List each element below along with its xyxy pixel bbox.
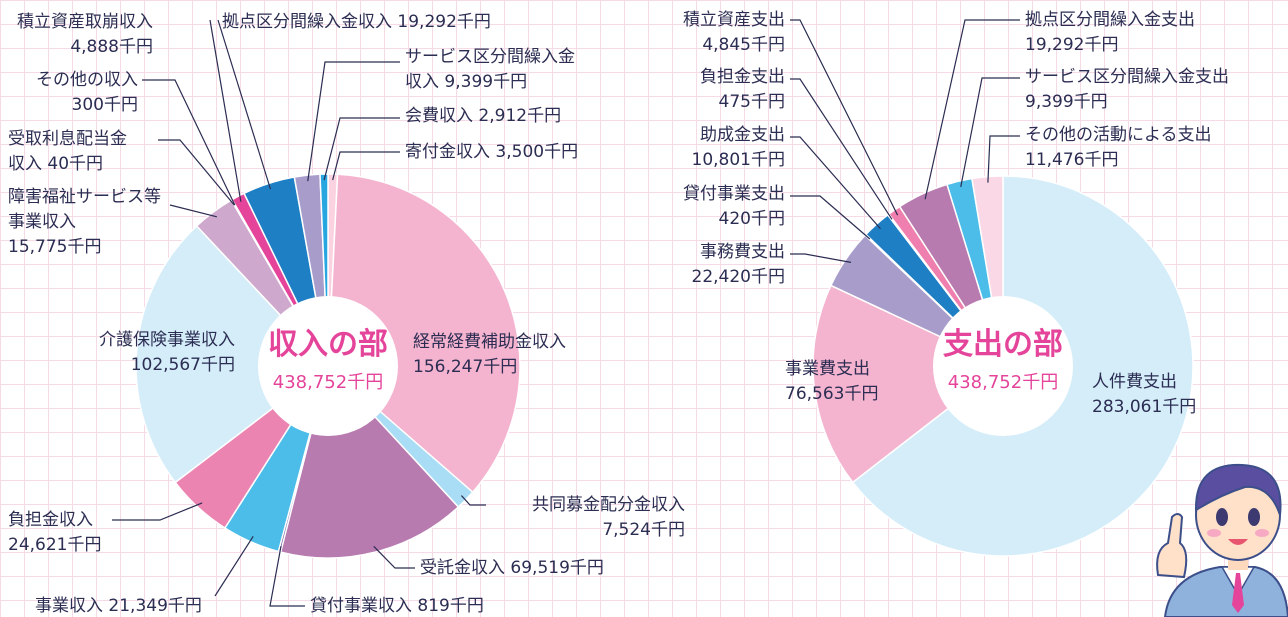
value-label: 283,061千円 <box>1092 395 1196 420</box>
slice-label: 助成金支出 10,801千円 <box>660 123 785 173</box>
center-title: 支出の部 <box>943 327 1063 362</box>
value-label: 156,247千円 <box>413 355 517 380</box>
donut-hole <box>933 296 1073 436</box>
slice-label: 拠点区分間繰入金収入 19,292千円 <box>222 10 582 35</box>
slice-label: 障害福祉サービス等事業収入 15,775千円 <box>8 185 168 260</box>
leader-line <box>790 137 880 229</box>
leader-line <box>170 205 217 217</box>
value-label: 40千円 <box>47 152 103 177</box>
leader-line <box>925 20 1020 199</box>
slice-label: 受託金収入 69,519千円 <box>420 556 680 581</box>
value-label: 22,420千円 <box>692 265 785 290</box>
category-name: 介護保険事業収入 <box>99 330 235 350</box>
value-label: 7,524千円 <box>602 518 685 543</box>
category-name: 拠点区分間繰入金支出 <box>1025 10 1195 30</box>
center-value: 438,752千円 <box>273 372 383 393</box>
value-label: 15,775千円 <box>8 235 101 260</box>
value-label: 819千円 <box>417 594 483 617</box>
value-label: 21,349千円 <box>108 594 201 617</box>
slice-label: 経常経費補助金収入 156,247千円 <box>413 330 623 380</box>
category-name: 積立資産取崩収入 <box>17 12 153 32</box>
category-name: 経常経費補助金収入 <box>413 332 566 352</box>
value-label: 102,567千円 <box>131 353 235 378</box>
leader-line <box>218 20 270 189</box>
category-name: 受託金収入 <box>420 558 505 578</box>
category-name: 共同募金配分金収入 <box>532 495 685 515</box>
category-name: 貸付事業収入 <box>310 596 412 616</box>
center-value: 438,752千円 <box>948 372 1058 393</box>
value-label: 420千円 <box>719 207 785 232</box>
slice-label: サービス区分間繰入金収入 9,399千円 <box>405 45 585 95</box>
value-label: 300千円 <box>72 93 138 118</box>
slice-label: 貸付事業支出 420千円 <box>660 182 785 232</box>
category-name: 事業収入 <box>35 596 103 616</box>
slice-label: 事業収入 21,349千円 <box>35 594 275 617</box>
value-label: 475千円 <box>719 90 785 115</box>
category-name: 会費収入 <box>405 106 473 126</box>
category-name: サービス区分間繰入金支出 <box>1025 67 1229 87</box>
value-label: 9,399千円 <box>444 70 527 95</box>
slice-label: 介護保険事業収入 102,567千円 <box>60 328 235 378</box>
value-label: 11,476千円 <box>1025 148 1118 173</box>
category-name: 貸付事業支出 <box>683 184 785 204</box>
category-name: 負担金支出 <box>700 67 785 87</box>
value-label: 9,399千円 <box>1025 90 1108 115</box>
leader-line <box>158 140 234 205</box>
value-label: 76,563千円 <box>785 382 878 407</box>
leader-line <box>215 536 253 596</box>
slice-label: その他の活動による支出 11,476千円 <box>1025 123 1285 173</box>
leader-line <box>790 79 892 219</box>
value-label: 4,888千円 <box>70 35 153 60</box>
value-label: 69,519千円 <box>510 556 603 581</box>
slice-label: その他の収入 300千円 <box>8 68 138 118</box>
leader-line <box>790 254 851 262</box>
category-name: 事業費支出 <box>785 359 870 379</box>
category-name: 積立資産支出 <box>683 10 785 30</box>
value-label: 2,912千円 <box>478 104 561 129</box>
value-label: 19,292千円 <box>397 10 490 35</box>
slice-label: 積立資産取崩収入 4,888千円 <box>8 10 153 60</box>
leader-line <box>790 20 898 215</box>
category-name: 事務費支出 <box>700 242 785 262</box>
slice-label: 共同募金配分金収入 7,524千円 <box>490 493 685 543</box>
slice-label: 受取利息配当金収入 40千円 <box>8 127 133 177</box>
category-name: その他の活動による支出 <box>1025 125 1212 145</box>
leader-line <box>308 62 400 181</box>
category-name: 寄付金収入 <box>405 142 490 162</box>
slice-label: 負担金収入 24,621千円 <box>8 508 148 558</box>
slice-label: 会費収入 2,912千円 <box>405 104 645 129</box>
leader-line <box>210 20 241 202</box>
slice-label: 負担金支出 475千円 <box>660 65 785 115</box>
slice-label: 貸付事業収入 819千円 <box>310 594 570 617</box>
slice-label: 人件費支出 283,061千円 <box>1092 370 1237 420</box>
slice-label: 事業費支出 76,563千円 <box>785 357 910 407</box>
donut-hole <box>258 296 398 436</box>
slice-label: 事務費支出 22,420千円 <box>660 240 785 290</box>
slice-label: サービス区分間繰入金支出 9,399千円 <box>1025 65 1285 115</box>
category-name: 助成金支出 <box>700 125 785 145</box>
category-name: 障害福祉サービス等事業収入 <box>8 187 161 232</box>
value-label: 3,500千円 <box>495 140 578 165</box>
leader-line <box>961 78 1020 187</box>
page: 収入の部 438,752千円 支出の部 438,752千円 寄付金収入 3,500千円… <box>0 0 1288 617</box>
value-label: 10,801千円 <box>692 148 785 173</box>
value-label: 4,845千円 <box>702 33 785 58</box>
slice-label: 拠点区分間繰入金支出 19,292千円 <box>1025 8 1265 58</box>
category-name: その他の収入 <box>36 70 138 90</box>
category-name: 人件費支出 <box>1092 372 1177 392</box>
category-name: 拠点区分間繰入金収入 <box>222 12 392 32</box>
category-name: 負担金収入 <box>8 510 93 530</box>
slice-label: 寄付金収入 3,500千円 <box>405 140 645 165</box>
center-title: 収入の部 <box>268 327 388 362</box>
value-label: 19,292千円 <box>1025 33 1118 58</box>
character <box>1157 465 1288 617</box>
value-label: 24,621千円 <box>8 533 101 558</box>
slice-label: 積立資産支出 4,845千円 <box>640 8 785 58</box>
